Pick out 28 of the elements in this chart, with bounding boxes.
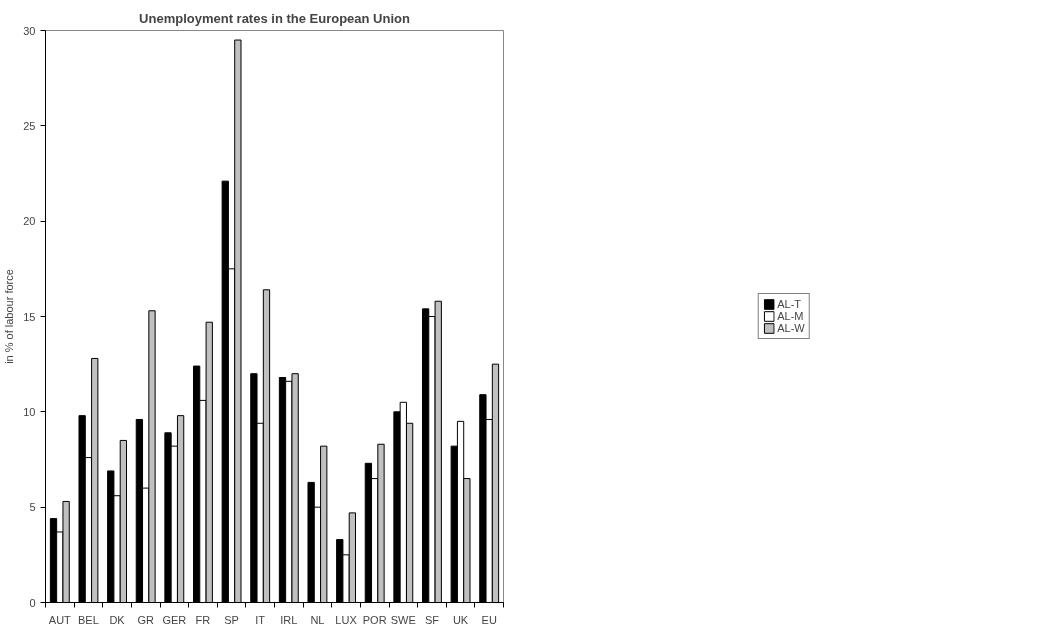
x-tick-label: FR [195,613,211,626]
y-tick-label: 25 [23,119,36,132]
x-tick-label: NL [310,613,325,626]
x-tick-label: POR [362,613,387,626]
x-tick-label: DK [109,613,126,626]
x-tick-label: IT [255,613,266,626]
y-tick-label: 10 [23,405,36,418]
chart-title: Unemployment rates in the European Union [139,10,410,26]
y-axis-title: in % of labour force [3,269,16,364]
legend-label: AL-W [777,322,805,334]
x-tick-label: IRL [280,613,298,626]
y-tick-label: 15 [23,310,36,323]
y-tick-label: 5 [29,501,36,514]
x-tick-label: GER [162,613,187,626]
x-tick-label: BEL [78,613,99,626]
x-tick-label: SF [424,613,440,626]
x-tick-label: UK [452,613,469,626]
x-tick-label: EU [481,613,497,626]
y-tick-label: 0 [29,596,36,609]
x-tick-label: GR [137,613,154,626]
x-tick-label: SWE [390,613,416,626]
x-tick-label: AUT [48,613,72,626]
x-tick-label: LUX [335,613,358,626]
x-tick-label: SP [224,613,239,626]
legend-label: AL-T [777,298,802,310]
legend-label: AL-M [777,310,804,322]
y-tick-label: 30 [23,24,36,37]
y-tick-label: 20 [23,215,36,228]
